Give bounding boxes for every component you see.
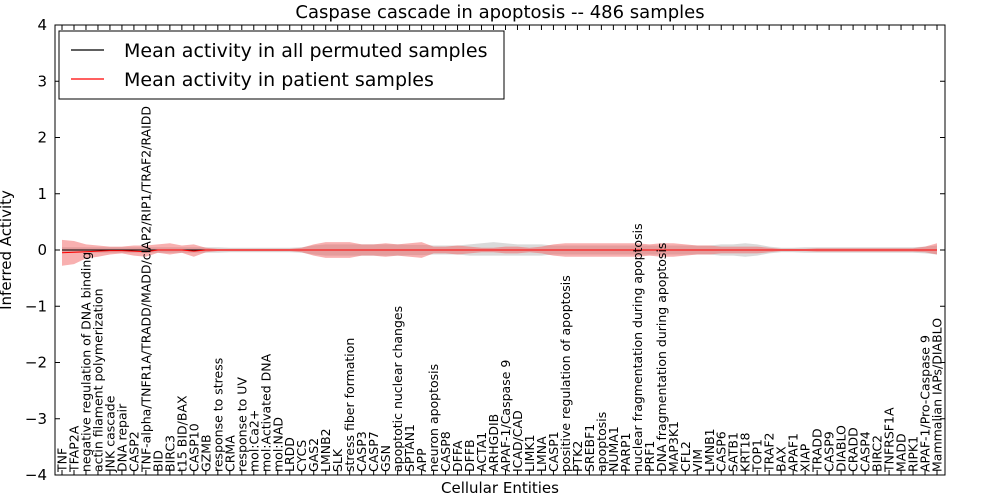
category-label: CASP4 xyxy=(858,431,873,472)
category-label: response to UV xyxy=(234,377,249,472)
category-label: apoptosis xyxy=(594,412,609,472)
category-label: NUMA1 xyxy=(606,426,621,472)
category-label: CASP9 xyxy=(822,431,837,472)
y-tick-label: −2 xyxy=(25,354,47,372)
category-label: KRT18 xyxy=(738,432,753,472)
category-label: APP xyxy=(414,448,429,472)
y-tick-label: −4 xyxy=(25,466,47,484)
x-axis-label: Cellular Entities xyxy=(441,479,559,497)
category-label: actin filament polymerization xyxy=(91,288,106,472)
category-label: GZMB xyxy=(198,434,213,472)
category-label: CFL2 xyxy=(678,441,693,472)
category-label: t15 BID/BAX xyxy=(174,395,189,472)
y-axis-label: Inferred Activity xyxy=(0,190,15,310)
category-label: Mammalian IAPs/DIABLO xyxy=(930,318,945,472)
category-label: SREBF1 xyxy=(582,424,597,472)
category-label: TRADD xyxy=(810,428,825,473)
category-label: CRADD xyxy=(846,427,861,472)
category-label: TOP1 xyxy=(750,439,765,473)
category-label: positive regulation of apoptosis xyxy=(558,275,573,472)
line-patient xyxy=(61,249,937,254)
chart-title: Caspase cascade in apoptosis -- 486 samp… xyxy=(295,2,704,23)
category-label: TFAP2A xyxy=(67,425,82,473)
category-label: response to stress xyxy=(210,358,225,472)
category-label: SLK xyxy=(330,448,345,472)
band-patient xyxy=(62,239,937,266)
category-label: BIRC3 xyxy=(162,435,177,472)
category-label: RIPK1 xyxy=(906,436,921,472)
category-label: LIMK1 xyxy=(522,434,537,472)
category-label: LMNB1 xyxy=(702,428,717,472)
category-label: CYCS xyxy=(294,440,309,472)
category-label: DFFB xyxy=(462,439,477,472)
category-label: GSN xyxy=(378,445,393,472)
category-label: CASP6 xyxy=(714,431,729,472)
category-label: CASP1 xyxy=(546,431,561,472)
category-label: nuclear fragmentation during apoptosis xyxy=(630,223,645,472)
legend-box xyxy=(58,30,505,100)
category-label: ICAD/CAD xyxy=(510,410,525,472)
category-label: APAF-1/Caspase 9 xyxy=(498,360,513,472)
category-label: APAF-1/Pro-Caspase 9 xyxy=(918,335,933,472)
y-tick-label: 2 xyxy=(37,129,47,147)
category-label: BIRC2 xyxy=(870,435,885,472)
plot-frame xyxy=(54,24,946,476)
series-lines xyxy=(61,249,937,254)
category-label: CRMA xyxy=(222,435,237,472)
category-label: APAF1 xyxy=(786,433,801,472)
category-label: TNFRSF1A xyxy=(882,407,897,473)
category-label: BID xyxy=(150,450,165,472)
legend-label-permuted: Mean activity in all permuted samples xyxy=(124,40,487,62)
y-tick-label: −1 xyxy=(25,297,47,315)
category-label: stress fiber formation xyxy=(342,338,357,472)
category-label: DFFA xyxy=(450,440,465,472)
category-label: CASP7 xyxy=(366,431,381,472)
y-tick-label: 3 xyxy=(37,72,47,90)
category-label: ARHGDIB xyxy=(486,414,501,472)
y-axis-ticks: 4 3 2 1 0 −1 −2 −3 −4 xyxy=(25,16,945,484)
category-label: CASP8 xyxy=(438,431,453,472)
category-label: VIM xyxy=(690,449,705,472)
category-label: TNF xyxy=(55,448,70,473)
category-label: DNA fragmentation during apoptosis xyxy=(654,243,669,472)
category-label: CASP3 xyxy=(354,431,369,472)
category-label: DNA repair xyxy=(114,403,129,472)
category-label: ACTA1 xyxy=(474,432,489,472)
category-label: LMNA xyxy=(534,436,549,472)
y-tick-label: 0 xyxy=(37,241,47,259)
category-label: DIABLO xyxy=(834,425,849,472)
y-tick-label: 1 xyxy=(37,185,47,203)
category-label: apoptotic nuclear changes xyxy=(390,306,405,472)
category-label: CASP10 xyxy=(186,423,201,472)
category-label: MAP3K1 xyxy=(666,421,681,472)
band-permuted xyxy=(62,242,937,257)
category-label: PTK2 xyxy=(570,441,585,472)
y-tick-label: −3 xyxy=(25,410,47,428)
category-label: GAS2 xyxy=(306,438,321,472)
category-label: BAX xyxy=(774,446,789,472)
legend-label-patient: Mean activity in patient samples xyxy=(124,69,434,91)
category-label: PRF1 xyxy=(642,441,657,472)
category-label: SATB1 xyxy=(726,432,741,472)
category-label: JNK cascade xyxy=(102,395,117,473)
category-label: mol:Ca2+ xyxy=(246,410,261,472)
category-label: TRAF2 xyxy=(762,432,777,473)
category-label: mol:Activated DNA xyxy=(258,353,273,472)
category-label: SPTAN1 xyxy=(402,424,417,472)
confidence-bands xyxy=(62,239,937,266)
category-label: neuron apoptosis xyxy=(426,364,441,472)
category-label: LMNB2 xyxy=(318,428,333,472)
category-label: LRDD xyxy=(282,437,297,472)
y-tick-label: 4 xyxy=(37,16,47,34)
category-label: CASP2 xyxy=(126,431,141,472)
category-label: TNF-alpha/TNFR1A/TRADD/MADD/cIAP2/RIP1/T… xyxy=(138,106,153,473)
category-label: mol:NAD xyxy=(270,417,285,472)
category-label: MADD xyxy=(894,433,909,472)
category-label: negative regulation of DNA binding xyxy=(79,252,94,472)
category-label: PARP1 xyxy=(618,433,633,472)
category-label: XIAP xyxy=(798,443,813,472)
legend: Mean activity in all permuted samples Me… xyxy=(58,30,505,100)
